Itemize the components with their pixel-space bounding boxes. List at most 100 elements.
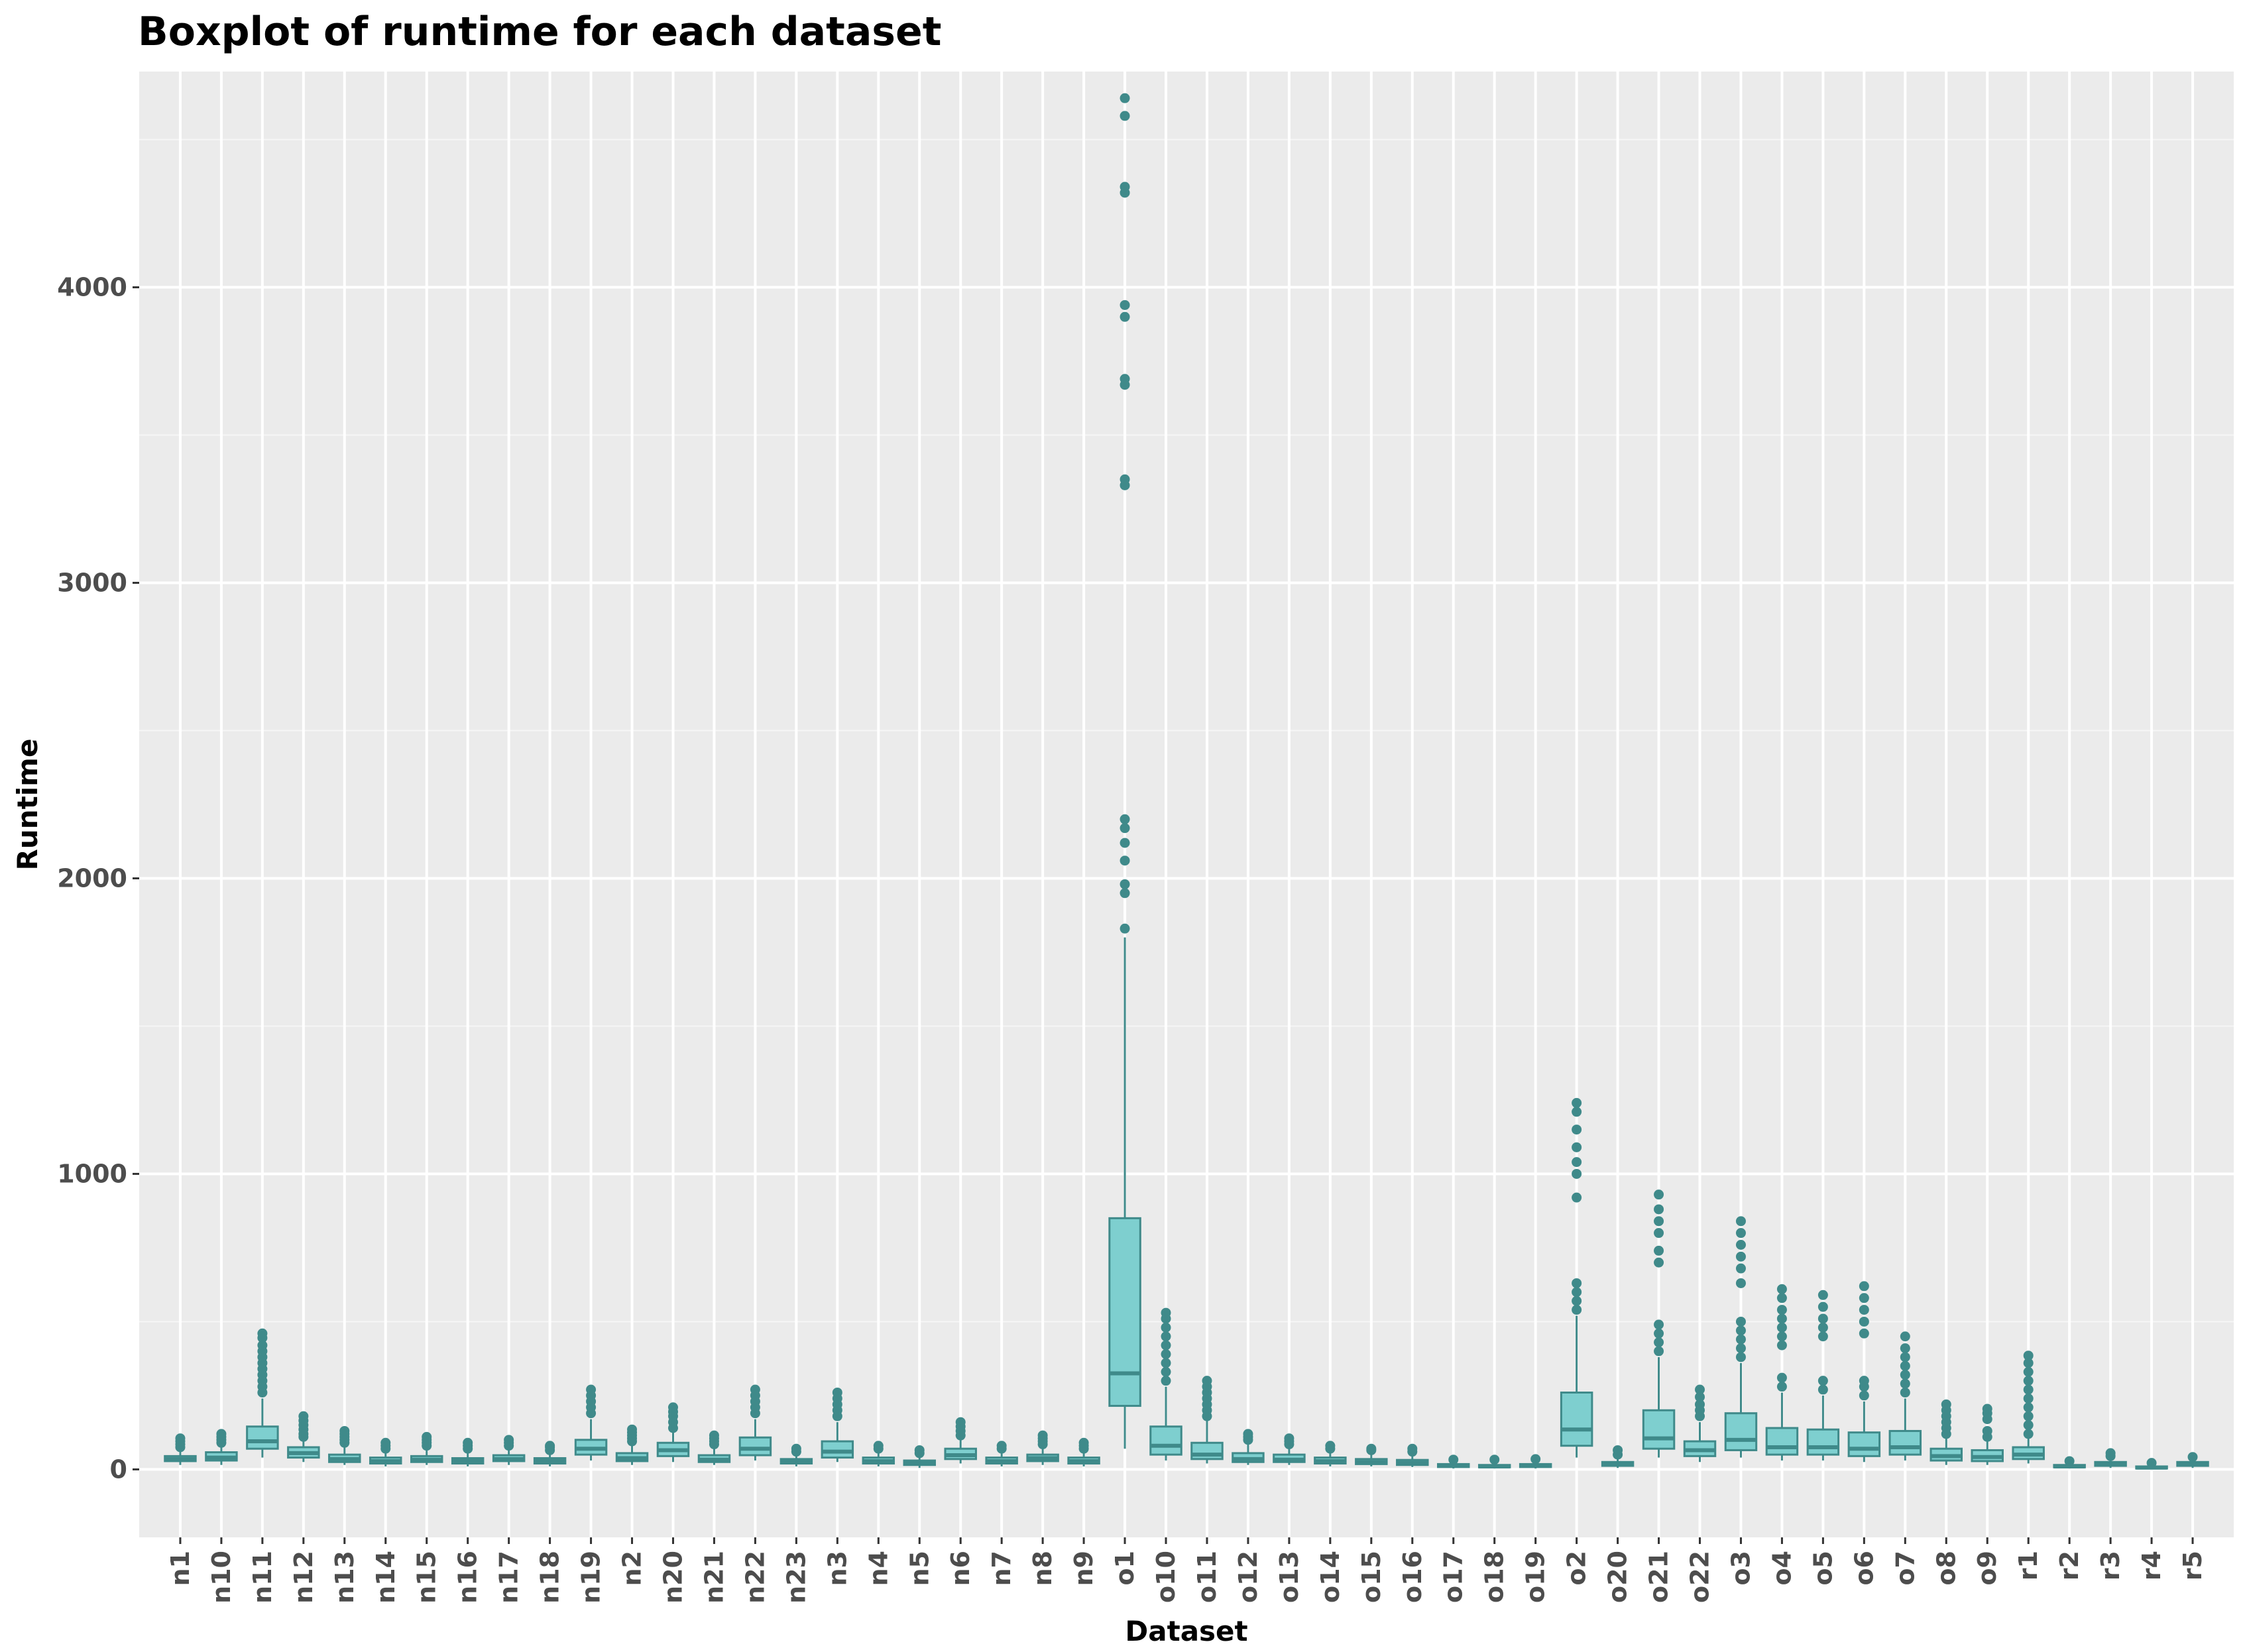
box-n14 xyxy=(369,1437,402,1466)
x-tick-label: o8 xyxy=(1931,1551,1961,1586)
box-r2 xyxy=(2053,1456,2086,1469)
box-n3 xyxy=(821,1387,854,1462)
outlier-point xyxy=(1776,1284,1787,1294)
outlier-point xyxy=(1366,1443,1377,1454)
x-tick-label: o17 xyxy=(1439,1551,1468,1603)
outlier-point xyxy=(2064,1456,2075,1466)
outlier-point xyxy=(1735,1316,1746,1327)
outlier-point xyxy=(1654,1328,1664,1339)
x-tick-label: o16 xyxy=(1398,1551,1427,1603)
outlier-point xyxy=(257,1340,268,1350)
outlier-point xyxy=(2023,1429,2034,1439)
x-tick-label: n21 xyxy=(699,1551,728,1604)
box-n2 xyxy=(615,1424,649,1465)
box-body xyxy=(1108,1217,1141,1407)
outlier-point xyxy=(1325,1441,1336,1451)
x-tick-label: n23 xyxy=(781,1551,811,1604)
x-tick-label: n5 xyxy=(905,1551,934,1586)
outlier-point xyxy=(1859,1376,1869,1386)
outlier-point xyxy=(1817,1322,1828,1333)
x-tick-label: r3 xyxy=(2096,1551,2125,1580)
outlier-point xyxy=(1407,1443,1418,1454)
outlier-point xyxy=(1120,311,1130,322)
outlier-point xyxy=(1859,1390,1869,1401)
outlier-point xyxy=(709,1430,719,1441)
box-o12 xyxy=(1232,1429,1265,1465)
outlier-point xyxy=(1572,1192,1582,1203)
outlier-point xyxy=(1654,1189,1664,1200)
x-tick-label: n7 xyxy=(987,1551,1016,1586)
x-tick-label: n17 xyxy=(494,1551,524,1604)
x-tick-label: o3 xyxy=(1726,1551,1755,1586)
x-tick-label: n9 xyxy=(1069,1551,1098,1586)
x-tick-label: o12 xyxy=(1234,1551,1263,1603)
box-body xyxy=(821,1440,854,1459)
box-body xyxy=(1888,1429,1922,1456)
box-o5 xyxy=(1806,1290,1840,1461)
outlier-point xyxy=(1735,1325,1746,1336)
x-tick-label: o15 xyxy=(1357,1551,1386,1603)
outlier-point xyxy=(1776,1382,1787,1392)
x-tick-label: r4 xyxy=(2137,1551,2166,1580)
outlier-point xyxy=(1776,1305,1787,1315)
x-tick-label: n6 xyxy=(946,1551,975,1586)
outlier-point xyxy=(1776,1313,1787,1324)
outlier-point xyxy=(1284,1433,1295,1444)
box-o8 xyxy=(1929,1399,1963,1465)
outlier-point xyxy=(2023,1384,2034,1395)
outlier-point xyxy=(422,1431,432,1442)
box-r4 xyxy=(2135,1458,2168,1470)
x-tick-label: o7 xyxy=(1890,1551,1920,1586)
x-tick-label: o11 xyxy=(1192,1551,1222,1603)
outlier-point xyxy=(1654,1204,1664,1215)
outlier-point xyxy=(1900,1387,1910,1398)
x-tick-label: r2 xyxy=(2055,1551,2084,1580)
outlier-point xyxy=(1120,855,1130,866)
outlier-point xyxy=(1859,1305,1869,1315)
outlier-point xyxy=(1776,1372,1787,1383)
outlier-point xyxy=(1161,1358,1171,1368)
outlier-point xyxy=(1900,1370,1910,1380)
outlier-point xyxy=(1900,1352,1910,1362)
box-n15 xyxy=(410,1431,443,1465)
outlier-point xyxy=(1735,1343,1746,1354)
box-body xyxy=(1724,1412,1758,1451)
outlier-point xyxy=(1489,1455,1500,1465)
outlier-point xyxy=(1900,1378,1910,1389)
outlier-point xyxy=(1120,93,1130,103)
box-n20 xyxy=(656,1402,690,1462)
outlier-point xyxy=(1776,1340,1787,1350)
box-n1 xyxy=(164,1433,197,1465)
outlier-point xyxy=(1161,1322,1171,1333)
outlier-point xyxy=(1817,1313,1828,1324)
outlier-point xyxy=(1695,1384,1705,1395)
outlier-point xyxy=(1120,474,1130,484)
outlier-point xyxy=(1735,1334,1746,1345)
x-axis-title: Dataset xyxy=(1125,1615,1247,1647)
outlier-point xyxy=(257,1328,268,1339)
x-tick-label: o14 xyxy=(1316,1551,1345,1603)
box-n23 xyxy=(779,1443,813,1466)
outlier-point xyxy=(2023,1358,2034,1368)
box-o2 xyxy=(1560,1097,1593,1458)
outlier-point xyxy=(1161,1307,1171,1318)
x-tick-label: r1 xyxy=(2014,1551,2043,1580)
outlier-point xyxy=(1572,1305,1582,1315)
outlier-point xyxy=(955,1417,966,1427)
outlier-point xyxy=(175,1433,186,1444)
outlier-point xyxy=(216,1429,227,1439)
box-n7 xyxy=(985,1441,1018,1466)
outlier-point xyxy=(1037,1430,1048,1441)
outlier-point xyxy=(1572,1107,1582,1117)
x-tick-label: n8 xyxy=(1028,1551,1057,1586)
outlier-point xyxy=(627,1424,638,1435)
outlier-point xyxy=(1859,1293,1869,1303)
box-r5 xyxy=(2176,1452,2209,1468)
box-o20 xyxy=(1601,1445,1635,1468)
outlier-point xyxy=(2023,1420,2034,1431)
box-body xyxy=(1560,1391,1593,1447)
box-o17 xyxy=(1437,1455,1470,1469)
outlier-point xyxy=(750,1384,760,1395)
box-n4 xyxy=(862,1441,895,1466)
box-body xyxy=(246,1425,279,1450)
